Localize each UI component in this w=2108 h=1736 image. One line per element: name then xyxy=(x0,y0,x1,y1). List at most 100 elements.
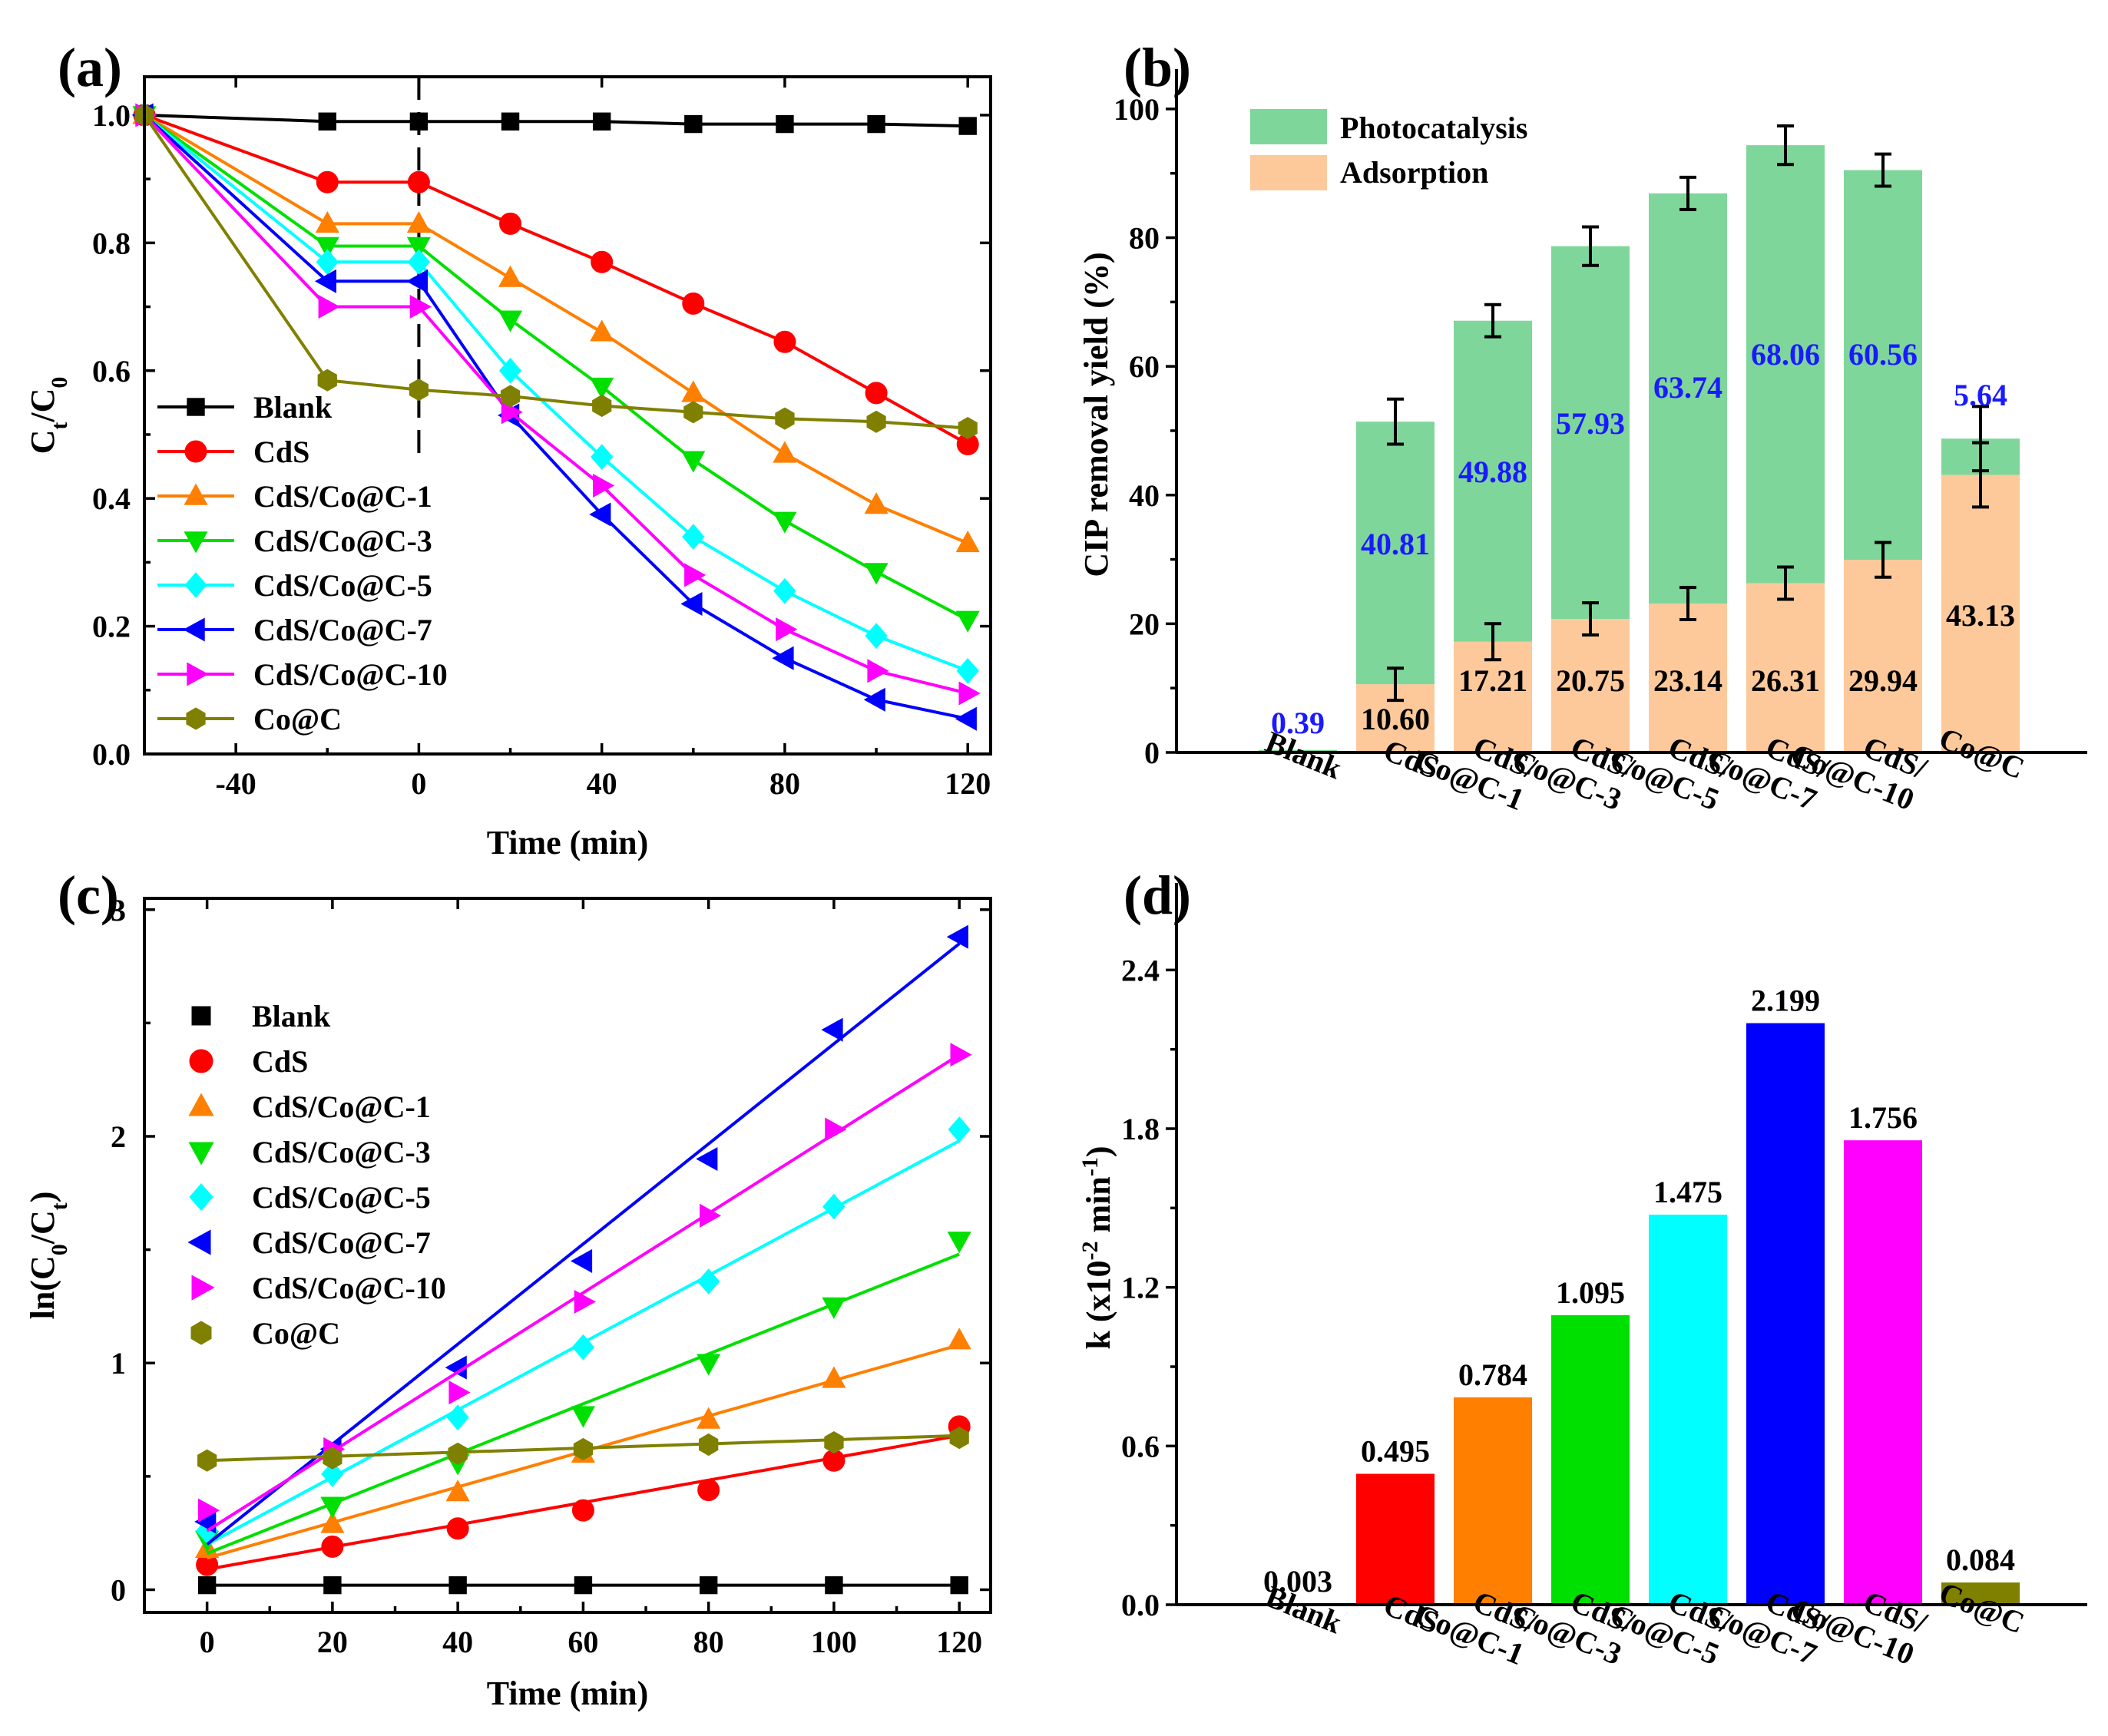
bar-value-label-cds: 0.495 xyxy=(1361,1434,1430,1469)
photocatalysis-value-label-cds: 40.81 xyxy=(1361,527,1430,561)
y-tick-label-d: 2.4 xyxy=(1121,953,1160,987)
data-point-c-co-c xyxy=(573,1437,593,1460)
x-axis-title-c: Time (min) xyxy=(487,1675,649,1712)
data-point-a-cds-co-c-3 xyxy=(590,377,614,400)
y-axis-title-d: k (x10-2 min-1) xyxy=(1077,1146,1118,1349)
bar-value-label-blank: 0.003 xyxy=(1263,1564,1332,1599)
bar-value-label-cds-co-c-5: 1.475 xyxy=(1653,1175,1722,1209)
panel-b-stacked-bar-chart: (b) 0 20 40 60 80 100 CIP removal yield (%) 0.39… xyxy=(1077,37,2087,817)
x-tick-label-c: 60 xyxy=(568,1625,598,1659)
bar-photocatalysis-cds-co-c-7 xyxy=(1746,145,1825,584)
data-point-c-cds xyxy=(321,1535,344,1558)
x-tick-label-a: 40 xyxy=(587,766,617,801)
data-point-a-cds-co-c-5 xyxy=(956,657,979,684)
data-point-a-cds-co-c-1 xyxy=(955,530,980,553)
error-bar-photocatalysis-cds xyxy=(1387,397,1404,446)
data-point-a-co-c xyxy=(592,394,612,418)
x-axis-title-a: Time (min) xyxy=(487,824,649,861)
legend-label-a-cds-co-c-5: CdS/Co@C-5 xyxy=(253,568,432,603)
legend-marker-a-cds-co-c-3 xyxy=(184,531,208,554)
legend-label-c-cds: CdS xyxy=(252,1044,308,1079)
data-point-c-co-c xyxy=(197,1449,217,1472)
bar-rate-cds-co-c-7 xyxy=(1746,1023,1825,1605)
photocatalysis-value-label-cds-co-c-1: 49.88 xyxy=(1458,455,1527,489)
y-tick-label-d: 0.0 xyxy=(1121,1588,1160,1622)
data-point-a-cds xyxy=(773,330,796,353)
legend-marker-a-cds-co-c-1 xyxy=(184,483,208,505)
data-point-a-cds-co-c-5 xyxy=(773,577,796,604)
data-point-a-cds-co-c-3 xyxy=(773,511,797,534)
legend-label-adsorption: Adsorption xyxy=(1340,155,1488,190)
y-tick-label-b: 40 xyxy=(1129,478,1160,513)
data-point-a-cds-co-c-5 xyxy=(591,444,614,470)
legend-marker-c-cds-co-c-10 xyxy=(191,1275,215,1301)
data-point-c-blank xyxy=(448,1576,467,1595)
legend-marker-a-cds-co-c-5 xyxy=(184,572,207,598)
data-point-c-cds-co-c-5 xyxy=(697,1268,720,1295)
data-point-a-cds-co-c-3 xyxy=(498,310,523,332)
legend-label-a-cds: CdS xyxy=(253,435,309,469)
photocatalysis-value-label-co-c: 5.64 xyxy=(1954,378,2007,412)
data-point-a-cds-co-c-7 xyxy=(772,646,794,670)
legend-label-a-co-c: Co@C xyxy=(253,702,342,736)
bar-rate-cds-co-c-3 xyxy=(1551,1314,1630,1605)
photocatalysis-value-label-blank: 0.39 xyxy=(1271,706,1325,740)
data-point-a-cds-co-c-3 xyxy=(955,610,980,633)
legend-marker-c-cds-co-c-1 xyxy=(188,1093,214,1116)
x-tick-label-a: 80 xyxy=(769,766,800,801)
x-tick-label-a: -40 xyxy=(215,766,256,801)
bar-adsorption-co-c xyxy=(1941,475,2020,752)
data-point-a-co-c xyxy=(683,401,703,424)
data-point-a-cds-co-c-7 xyxy=(680,591,703,617)
legend-marker-c-cds xyxy=(189,1049,213,1073)
bar-value-label-cds-co-c-10: 1.756 xyxy=(1848,1100,1918,1135)
data-point-c-co-c xyxy=(699,1433,719,1457)
data-point-a-blank xyxy=(501,112,520,131)
bar-photocatalysis-cds-co-c-1 xyxy=(1454,320,1532,642)
legend-label-a-cds-co-c-1: CdS/Co@C-1 xyxy=(253,479,432,514)
data-point-a-cds-co-c-10 xyxy=(593,473,615,498)
x-tick-label-c: 20 xyxy=(317,1625,348,1659)
data-point-c-cds-co-c-7 xyxy=(821,1017,843,1042)
data-point-c-co-c xyxy=(323,1447,343,1470)
data-point-a-cds-co-c-1 xyxy=(498,265,523,287)
error-bar-adsorption-cds-co-c-7 xyxy=(1777,565,1794,601)
legend-label-c-cds-co-c-3: CdS/Co@C-3 xyxy=(252,1135,431,1169)
bar-rate-cds xyxy=(1356,1473,1435,1605)
bar-value-label-cds-co-c-3: 1.095 xyxy=(1556,1275,1625,1310)
data-point-a-cds-co-c-10 xyxy=(501,400,523,425)
adsorption-value-label-cds-co-c-10: 29.94 xyxy=(1848,663,1918,698)
y-tick-label-b: 60 xyxy=(1129,349,1160,384)
bar-rate-cds-co-c-5 xyxy=(1649,1214,1727,1605)
data-point-c-cds xyxy=(446,1517,469,1540)
y-tick-label-b: 100 xyxy=(1114,92,1160,127)
data-point-a-co-c xyxy=(866,410,886,433)
data-point-a-blank xyxy=(592,112,611,131)
data-point-c-blank xyxy=(950,1576,968,1595)
x-tick-label-a: 0 xyxy=(411,766,426,801)
data-point-a-co-c xyxy=(958,417,978,440)
bar-photocatalysis-cds-co-c-5 xyxy=(1649,193,1727,604)
legend-marker-a-co-c xyxy=(186,707,206,730)
error-bar-photocatalysis-co-c xyxy=(1972,405,1989,473)
data-point-a-cds-co-c-3 xyxy=(315,236,339,259)
data-point-c-cds-co-c-5 xyxy=(948,1116,971,1142)
data-point-c-blank xyxy=(699,1576,718,1595)
data-point-c-cds xyxy=(697,1479,720,1502)
bar-adsorption-cds-co-c-7 xyxy=(1746,583,1825,752)
data-point-a-cds-co-c-10 xyxy=(318,294,340,319)
legend-marker-a-blank xyxy=(187,398,205,416)
plot-frame-a xyxy=(143,75,992,756)
data-point-c-cds-co-c-1 xyxy=(697,1407,721,1429)
data-point-a-cds-co-c-10 xyxy=(776,617,798,642)
y-tick-label-d: 1.2 xyxy=(1121,1271,1160,1305)
bar-rate-co-c xyxy=(1941,1582,2020,1605)
data-point-a-cds-co-c-5 xyxy=(865,623,888,649)
legend-marker-c-co-c xyxy=(190,1321,212,1345)
y-tick-label-d: 1.8 xyxy=(1121,1112,1160,1146)
data-point-a-blank xyxy=(318,112,336,131)
bar-value-label-cds-co-c-1: 0.784 xyxy=(1458,1357,1527,1392)
y-tick-label-c: 3 xyxy=(111,893,126,928)
legend-marker-a-cds-co-c-7 xyxy=(183,617,205,642)
y-axis-title-a: Ct/C0 xyxy=(24,377,72,455)
